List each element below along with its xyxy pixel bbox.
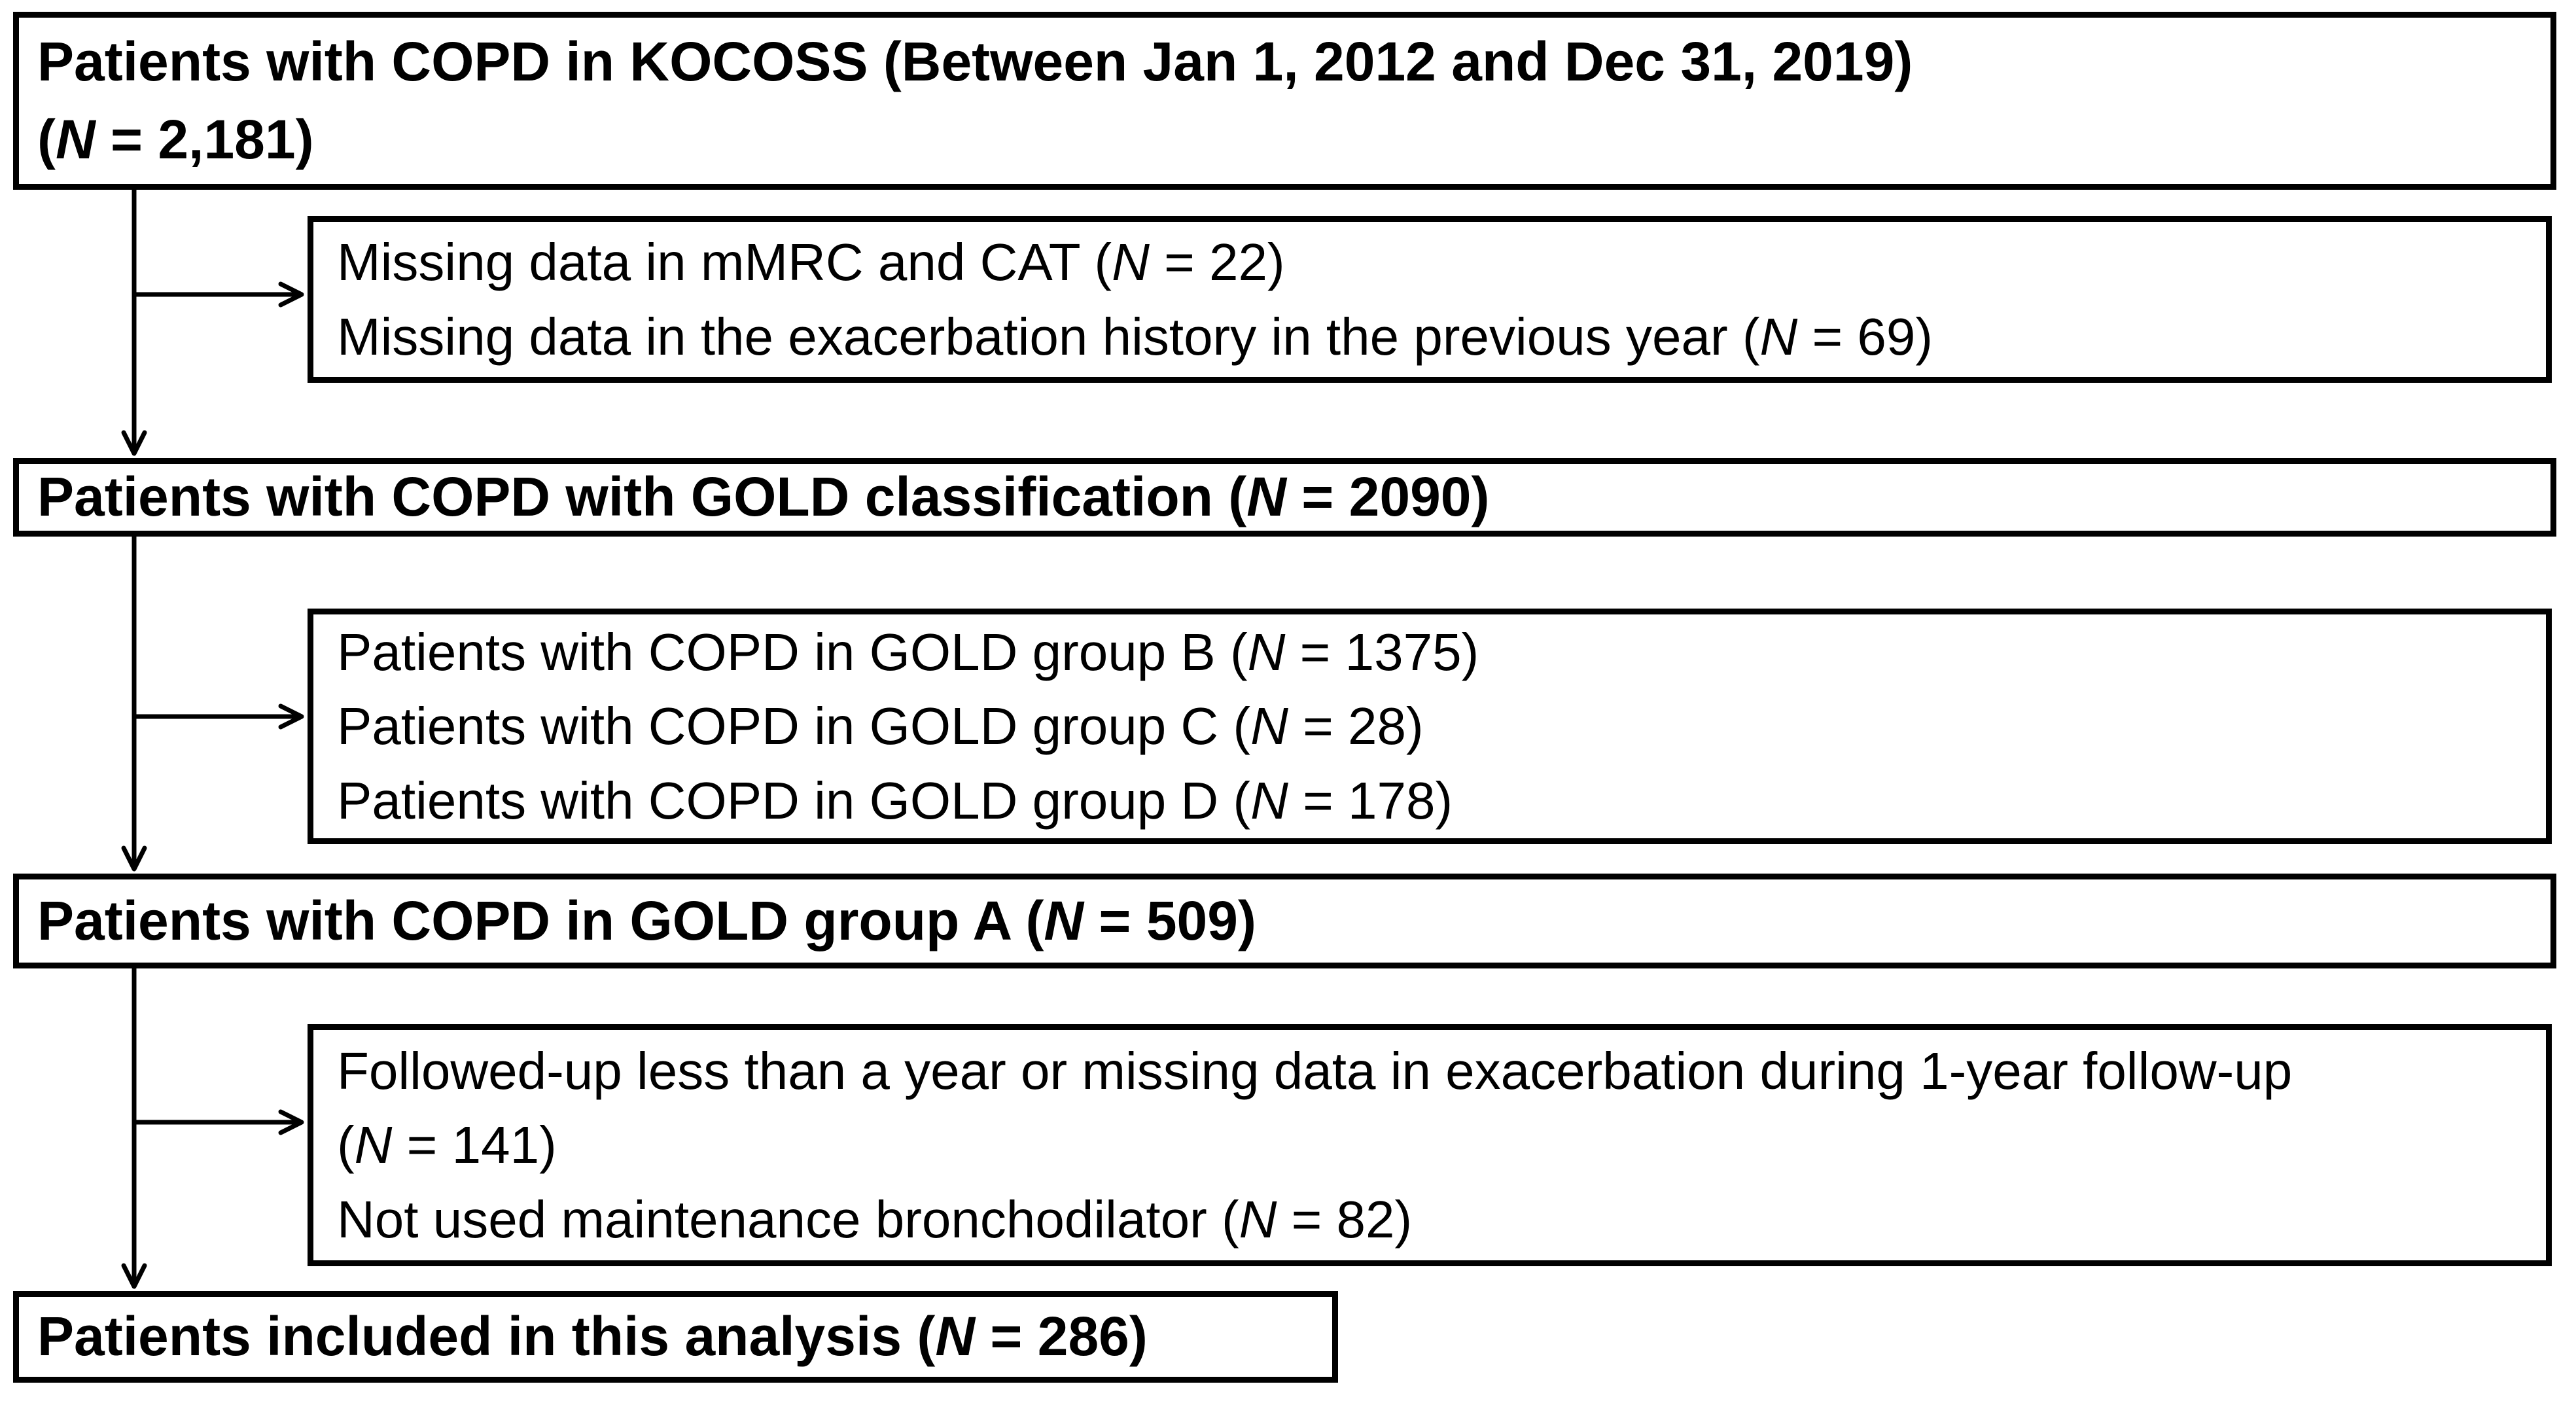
line-pre: Missing data in mMRC and CAT ( bbox=[337, 232, 1112, 291]
box-line: Missing data in the exacerbation history… bbox=[337, 300, 2522, 374]
line-n: N bbox=[55, 109, 96, 170]
line-n: N bbox=[1044, 889, 1084, 951]
box-line: Patients with COPD in GOLD group A (N = … bbox=[37, 882, 2532, 960]
box-line: Patients with COPD in GOLD group C (N = … bbox=[337, 689, 2522, 764]
line-n: N bbox=[354, 1116, 393, 1175]
line-pre: Followed-up less than a year or missing … bbox=[337, 1041, 2293, 1100]
box-line: Not used maintenance bronchodilator (N =… bbox=[337, 1182, 2522, 1257]
flow-box-kocoss-cohort: Patients with COPD in KOCOSS (Between Ja… bbox=[13, 12, 2556, 190]
line-pre: Patients with COPD in GOLD group A ( bbox=[37, 889, 1044, 951]
line-post: = 28) bbox=[1288, 697, 1424, 756]
line-n: N bbox=[1239, 1190, 1277, 1249]
box-line: Patients with COPD in GOLD group B (N = … bbox=[337, 615, 2522, 690]
line-post: = 286) bbox=[975, 1305, 1148, 1368]
flow-box-gold-group-a: Patients with COPD in GOLD group A (N = … bbox=[13, 874, 2556, 968]
line-post: = 509) bbox=[1084, 889, 1256, 951]
line-post: = 178) bbox=[1288, 771, 1453, 830]
line-n: N bbox=[1759, 307, 1798, 366]
box-line: Missing data in mMRC and CAT (N = 22) bbox=[337, 225, 2522, 300]
line-pre: Patients with COPD with GOLD classificat… bbox=[37, 466, 1247, 528]
line-n: N bbox=[1112, 232, 1150, 291]
line-n: N bbox=[1250, 697, 1288, 756]
box-line: Patients with COPD with GOLD classificat… bbox=[37, 458, 2532, 536]
box-line: Patients with COPD in GOLD group D (N = … bbox=[337, 764, 2522, 838]
box-line: Followed-up less than a year or missing … bbox=[337, 1034, 2522, 1108]
line-n: N bbox=[1247, 622, 1286, 681]
box-line: (N = 2,181) bbox=[37, 101, 2532, 179]
box-line: Patients included in this analysis (N = … bbox=[37, 1298, 1314, 1375]
line-pre: Missing data in the exacerbation history… bbox=[337, 307, 1760, 366]
line-n: N bbox=[1250, 771, 1288, 830]
line-post: = 69) bbox=[1797, 307, 1933, 366]
line-pre: Patients with COPD in GOLD group D ( bbox=[337, 771, 1251, 830]
line-post: = 2090) bbox=[1286, 466, 1490, 528]
box-line: Patients with COPD in KOCOSS (Between Ja… bbox=[37, 23, 2532, 101]
line-n: N bbox=[1246, 466, 1286, 528]
line-post: = 141) bbox=[392, 1116, 557, 1175]
flow-box-excluded-missing-data: Missing data in mMRC and CAT (N = 22) Mi… bbox=[308, 216, 2552, 383]
line-pre: ( bbox=[37, 109, 56, 170]
line-n: N bbox=[935, 1305, 976, 1368]
line-post: = 1375) bbox=[1285, 622, 1479, 681]
line-pre: Not used maintenance bronchodilator ( bbox=[337, 1190, 1239, 1249]
line-pre: Patients with COPD in KOCOSS (Between Ja… bbox=[37, 30, 1913, 92]
line-pre: ( bbox=[337, 1116, 355, 1175]
line-post: = 22) bbox=[1149, 232, 1285, 291]
line-post: = 2,181) bbox=[95, 109, 314, 170]
line-post: = 82) bbox=[1277, 1190, 1413, 1249]
flow-box-excluded-followup: Followed-up less than a year or missing … bbox=[308, 1024, 2552, 1266]
line-pre: Patients with COPD in GOLD group B ( bbox=[337, 622, 1248, 681]
flow-box-gold-classification: Patients with COPD with GOLD classificat… bbox=[13, 458, 2556, 537]
flow-box-excluded-gold-bcd: Patients with COPD in GOLD group B (N = … bbox=[308, 609, 2552, 844]
line-pre: Patients included in this analysis ( bbox=[37, 1305, 936, 1368]
line-pre: Patients with COPD in GOLD group C ( bbox=[337, 697, 1251, 756]
box-line: (N = 141) bbox=[337, 1108, 2522, 1182]
flow-box-final-analysis: Patients included in this analysis (N = … bbox=[13, 1291, 1338, 1383]
